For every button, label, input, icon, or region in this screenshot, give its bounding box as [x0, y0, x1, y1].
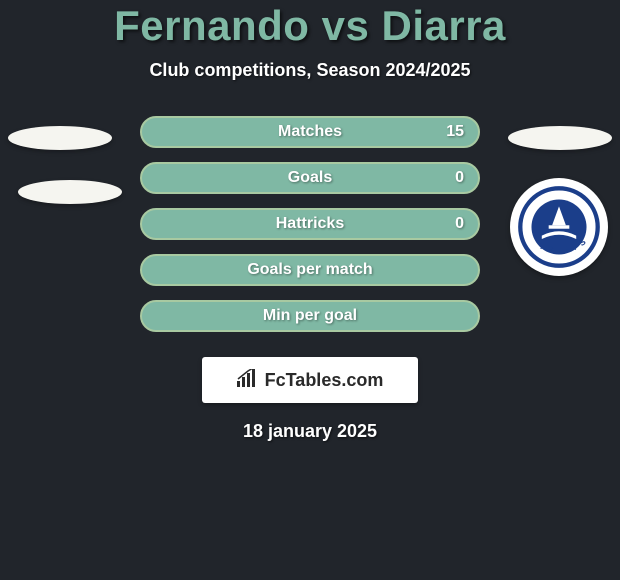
stat-label: Matches: [278, 123, 342, 141]
stat-bar: Goals per match: [140, 254, 480, 286]
source-logo-text: FcTables.com: [265, 370, 384, 391]
stat-label: Goals: [288, 169, 332, 187]
stat-bar: Goals 0: [140, 162, 480, 194]
stat-label: Goals per match: [247, 261, 372, 279]
player-left-placeholder-icon: [8, 126, 112, 150]
stat-value-right: 15: [446, 123, 464, 141]
stat-bar: Min per goal: [140, 300, 480, 332]
player-left-placeholder-icon: [18, 180, 122, 204]
player-right-placeholder-icon: [508, 126, 612, 150]
chart-icon: [237, 369, 259, 392]
stat-label: Min per goal: [263, 307, 357, 325]
page-title: Fernando vs Diarra: [114, 2, 506, 50]
club-badge-icon: P . S . I . S: [510, 178, 608, 276]
generated-date: 18 january 2025: [243, 421, 377, 442]
stat-value-right: 0: [455, 169, 464, 187]
stat-row-min-per-goal: Min per goal: [0, 293, 620, 339]
stat-value-right: 0: [455, 215, 464, 233]
stat-bar: Matches 15: [140, 116, 480, 148]
source-logo: FcTables.com: [202, 357, 418, 403]
subtitle: Club competitions, Season 2024/2025: [149, 60, 470, 81]
stat-bar: Hattricks 0: [140, 208, 480, 240]
stat-label: Hattricks: [276, 215, 344, 233]
